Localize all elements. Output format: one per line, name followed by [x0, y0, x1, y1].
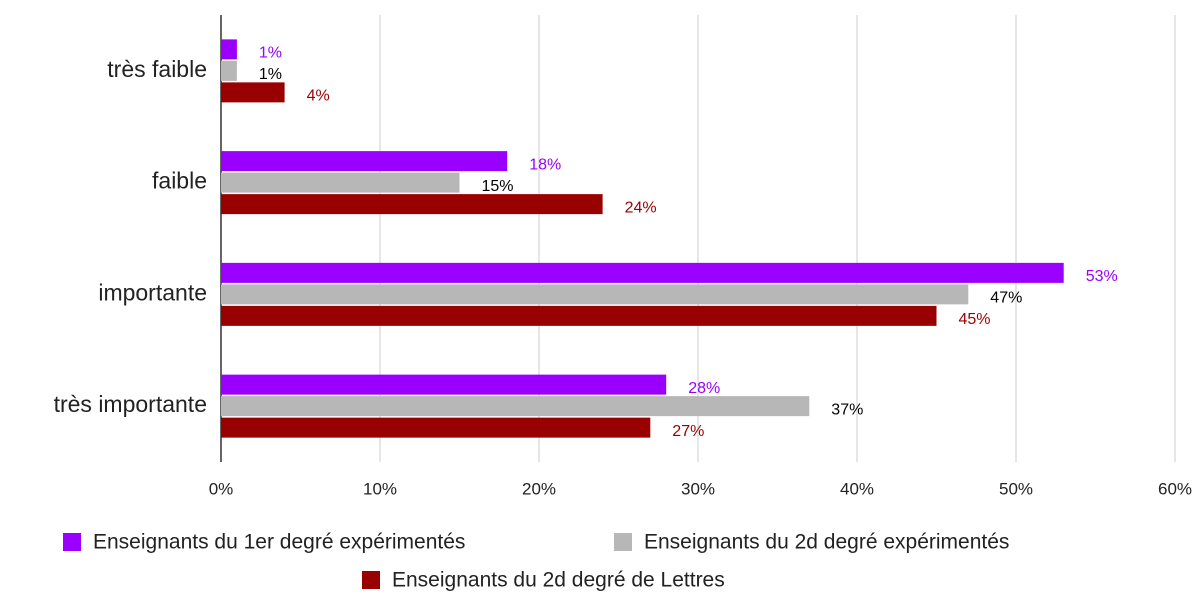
bar: [221, 262, 1064, 283]
bar: [221, 305, 937, 326]
x-tick-label: 50%: [999, 479, 1033, 498]
value-label: 47%: [990, 290, 1022, 307]
value-label: 1%: [259, 45, 282, 62]
y-tick-label: très importante: [54, 391, 207, 417]
value-label: 1%: [259, 66, 282, 83]
bar: [221, 194, 603, 215]
bar: [221, 82, 285, 103]
bar: [221, 60, 237, 81]
legend-label: Enseignants du 1er degré expérimentés: [93, 531, 465, 554]
bar: [221, 39, 237, 60]
value-label: 28%: [688, 380, 720, 397]
value-label: 15%: [482, 178, 514, 195]
legend-label: Enseignants du 2d degré de Lettres: [392, 569, 725, 592]
value-label: 18%: [529, 156, 561, 173]
y-tick-label: très faible: [107, 56, 207, 82]
x-tick-label: 40%: [840, 479, 874, 498]
value-label: 37%: [831, 401, 863, 418]
bar: [221, 151, 508, 172]
value-label: 27%: [672, 423, 704, 440]
legend-swatch: [362, 571, 380, 589]
legend-swatch: [63, 533, 81, 551]
y-tick-label: importante: [98, 279, 207, 305]
bar: [221, 172, 460, 193]
value-label: 4%: [307, 88, 330, 105]
bar: [221, 396, 810, 417]
value-label: 53%: [1086, 268, 1118, 285]
x-tick-label: 30%: [681, 479, 715, 498]
value-label: 24%: [625, 199, 657, 216]
value-label: 45%: [959, 311, 991, 328]
legend-label: Enseignants du 2d degré expérimentés: [644, 531, 1009, 554]
bar: [221, 284, 969, 305]
x-tick-label: 60%: [1158, 479, 1192, 498]
legend-swatch: [614, 533, 632, 551]
x-tick-label: 10%: [363, 479, 397, 498]
bar: [221, 374, 667, 395]
bar: [221, 417, 651, 438]
y-tick-label: faible: [152, 168, 207, 194]
x-tick-label: 0%: [209, 479, 234, 498]
x-tick-label: 20%: [522, 479, 556, 498]
